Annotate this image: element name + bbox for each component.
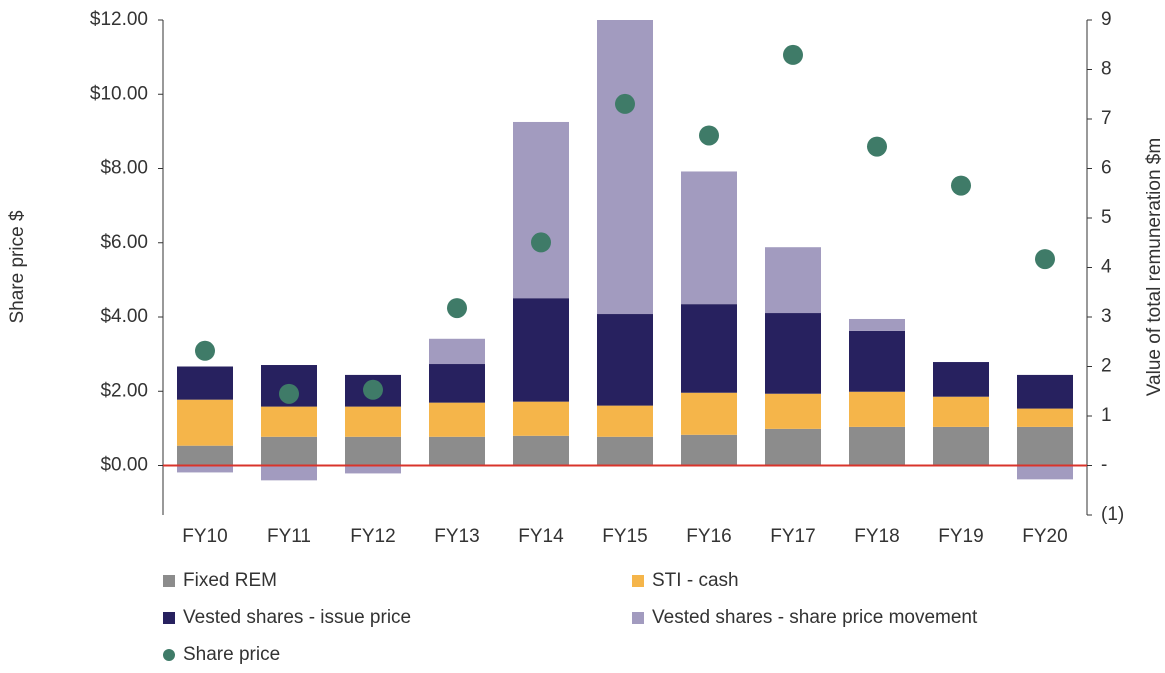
bar — [429, 436, 485, 466]
bar — [849, 391, 905, 427]
share-price-dot — [447, 298, 467, 319]
bar — [177, 366, 233, 400]
bar — [597, 314, 653, 406]
bar — [933, 396, 989, 427]
share-price-dot — [615, 93, 635, 114]
legend-marker — [163, 649, 175, 661]
share-price-dot — [1035, 249, 1055, 270]
bar — [681, 171, 737, 305]
share-price-dot — [279, 383, 299, 404]
y2-tick-label: 1 — [1101, 405, 1112, 426]
bar — [1017, 374, 1073, 409]
y2-tick-label: 4 — [1101, 257, 1112, 278]
y2-tick-label: 5 — [1101, 207, 1112, 228]
share-price-dot — [195, 340, 215, 361]
bar — [513, 121, 569, 299]
y2-tick-label: (1) — [1101, 504, 1124, 525]
share-price-dot — [951, 175, 971, 196]
bar — [849, 426, 905, 466]
bar — [513, 435, 569, 466]
bar — [597, 436, 653, 466]
y2-tick-label: - — [1101, 455, 1107, 476]
bar — [261, 436, 317, 466]
bar — [1017, 408, 1073, 427]
x-tick-label: FY10 — [182, 526, 227, 547]
x-tick-label: FY18 — [854, 526, 899, 547]
bar — [345, 436, 401, 466]
x-tick-label: FY17 — [770, 526, 815, 547]
bar — [513, 401, 569, 436]
x-tick-label: FY11 — [267, 526, 311, 547]
share-price-dot — [699, 125, 719, 146]
bar — [177, 445, 233, 466]
bar — [261, 465, 317, 481]
y2-tick-label: 6 — [1101, 158, 1112, 179]
bar — [765, 428, 821, 466]
bar — [597, 20, 653, 315]
bar — [1017, 426, 1073, 466]
share-price-dot — [867, 136, 887, 157]
y-tick-label: $12.00 — [90, 9, 148, 30]
x-tick-label: FY12 — [350, 526, 395, 547]
bar — [261, 406, 317, 437]
legend-label: STI - cash — [652, 570, 739, 591]
legend-label: Vested shares - share price movement — [652, 607, 978, 628]
legend-label: Fixed REM — [183, 570, 277, 591]
y-axis-label: Share price $ — [7, 210, 28, 323]
y-tick-label: $4.00 — [100, 306, 148, 327]
share-price-dot — [783, 44, 803, 65]
bar — [765, 393, 821, 429]
bar — [429, 338, 485, 365]
legend-marker — [163, 575, 175, 587]
legend-label: Share price — [183, 644, 280, 665]
bar — [429, 364, 485, 403]
y-tick-label: $0.00 — [100, 455, 148, 476]
x-tick-label: FY15 — [602, 526, 647, 547]
bar — [849, 318, 905, 331]
bar — [681, 304, 737, 393]
bar — [681, 434, 737, 466]
y2-tick-label: 7 — [1101, 108, 1112, 129]
y-tick-label: $2.00 — [100, 380, 148, 401]
bar — [681, 392, 737, 435]
x-tick-label: FY19 — [938, 526, 983, 547]
bar — [429, 402, 485, 437]
y-tick-label: $10.00 — [90, 83, 148, 104]
bar — [177, 465, 233, 473]
x-tick-label: FY20 — [1022, 526, 1067, 547]
y2-axis-label: Value of total remuneration $m — [1144, 138, 1165, 396]
y2-tick-label: 9 — [1101, 9, 1112, 30]
share-price-dot — [531, 232, 551, 253]
y-tick-label: $8.00 — [100, 158, 148, 179]
share-price-dot — [363, 379, 383, 400]
legend-label: Vested shares - issue price — [183, 607, 411, 628]
bar — [933, 362, 989, 397]
y-tick-label: $6.00 — [100, 232, 148, 253]
bar — [849, 330, 905, 392]
legend-marker — [632, 612, 644, 624]
x-tick-label: FY14 — [518, 526, 564, 547]
y2-tick-label: 3 — [1101, 306, 1112, 327]
legend-marker — [163, 612, 175, 624]
bar — [177, 399, 233, 446]
legend-marker — [632, 575, 644, 587]
x-tick-label: FY16 — [686, 526, 731, 547]
x-tick-label: FY13 — [434, 526, 479, 547]
bar — [933, 426, 989, 466]
bar — [765, 247, 821, 314]
bar — [597, 405, 653, 437]
bar — [345, 465, 401, 474]
y2-tick-label: 2 — [1101, 356, 1112, 377]
y2-tick-label: 8 — [1101, 59, 1112, 80]
bar — [513, 298, 569, 402]
bar — [765, 313, 821, 394]
bar — [345, 406, 401, 437]
bar — [1017, 465, 1073, 480]
